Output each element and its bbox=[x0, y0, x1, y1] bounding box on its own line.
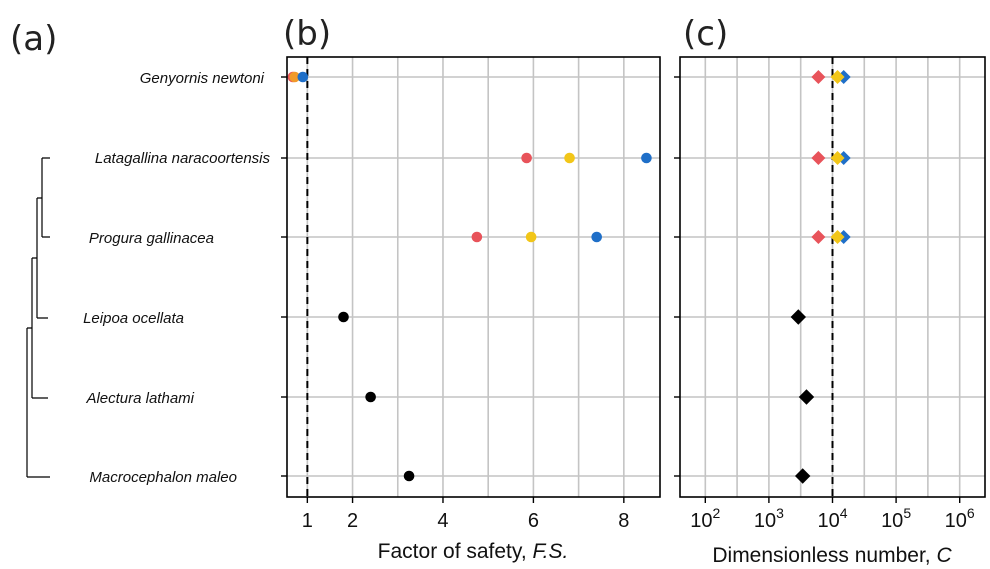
b-point-blue bbox=[641, 152, 652, 164]
b-x-tick-label: 6 bbox=[528, 510, 539, 532]
c-point-red bbox=[811, 230, 826, 244]
c-point-black bbox=[794, 468, 811, 484]
b-point-black bbox=[365, 391, 376, 403]
panel-b-ticks: 1 2 4 6 8 bbox=[281, 76, 629, 532]
b-point-red bbox=[521, 152, 532, 164]
panel-c-grid bbox=[680, 57, 985, 497]
panel-label-c: (c) bbox=[683, 14, 728, 54]
b-point-blue bbox=[591, 231, 603, 243]
c-point-red bbox=[811, 151, 826, 165]
panel-b-chart: 1 2 4 6 8 Factor of safety, F.S. bbox=[281, 56, 661, 563]
species-labels: Genyornis newtoni Latagallina naracoorte… bbox=[83, 70, 270, 486]
species-label: Latagallina naracoortensis bbox=[95, 150, 271, 167]
species-label: Progura gallinacea bbox=[89, 230, 214, 247]
species-label: Leipoa ocellata bbox=[83, 310, 184, 327]
b-x-tick-label: 1 bbox=[302, 510, 313, 532]
b-x-tick-label: 4 bbox=[437, 510, 448, 532]
panel-b-frame bbox=[286, 56, 661, 498]
panel-c-points bbox=[790, 70, 851, 484]
b-x-tick-label: 2 bbox=[347, 510, 358, 532]
c-x-tick-label: 104 bbox=[817, 505, 847, 532]
panel-b-points bbox=[287, 71, 652, 482]
panel-b-grid bbox=[287, 57, 660, 497]
tree-branch-maleo bbox=[26, 327, 50, 478]
b-point-yellow bbox=[525, 231, 537, 243]
b-point-blue bbox=[297, 71, 309, 83]
tree-branch-lat-pro bbox=[41, 157, 50, 238]
tree-branch-alectura bbox=[31, 257, 48, 399]
panel-c-ticks: 102 103 104 105 106 bbox=[674, 76, 975, 532]
b-point-black bbox=[403, 470, 415, 482]
b-x-tick-label: 8 bbox=[618, 510, 629, 532]
c-x-tick-label: 105 bbox=[881, 505, 911, 532]
c-x-tick-label: 102 bbox=[690, 505, 720, 532]
species-label: Alectura lathami bbox=[85, 390, 194, 407]
b-point-yellow bbox=[564, 152, 575, 164]
panel-c-x-axis-title: Dimensionless number, C bbox=[712, 544, 952, 567]
c-point-red bbox=[811, 70, 826, 84]
c-point-black bbox=[798, 389, 815, 405]
b-point-black bbox=[338, 311, 349, 323]
panel-b-x-axis-title: Factor of safety, F.S. bbox=[378, 540, 569, 563]
panel-label-b: (b) bbox=[283, 14, 331, 54]
c-x-tick-label: 106 bbox=[945, 505, 975, 532]
c-x-tick-label: 103 bbox=[754, 505, 784, 532]
c-point-black bbox=[790, 309, 807, 325]
b-point-orange bbox=[289, 71, 300, 83]
species-label: Macrocephalon maleo bbox=[89, 469, 237, 486]
c-point-yellow bbox=[830, 230, 845, 244]
panel-label-a: (a) bbox=[10, 19, 57, 59]
panel-c-chart: 102 103 104 105 106 Dimensionless number, C bbox=[674, 56, 986, 567]
species-label: Genyornis newtoni bbox=[140, 70, 265, 87]
c-point-yellow bbox=[830, 151, 845, 165]
c-point-yellow bbox=[830, 70, 845, 84]
phylogeny-tree bbox=[26, 157, 50, 478]
b-point-red bbox=[471, 231, 483, 243]
